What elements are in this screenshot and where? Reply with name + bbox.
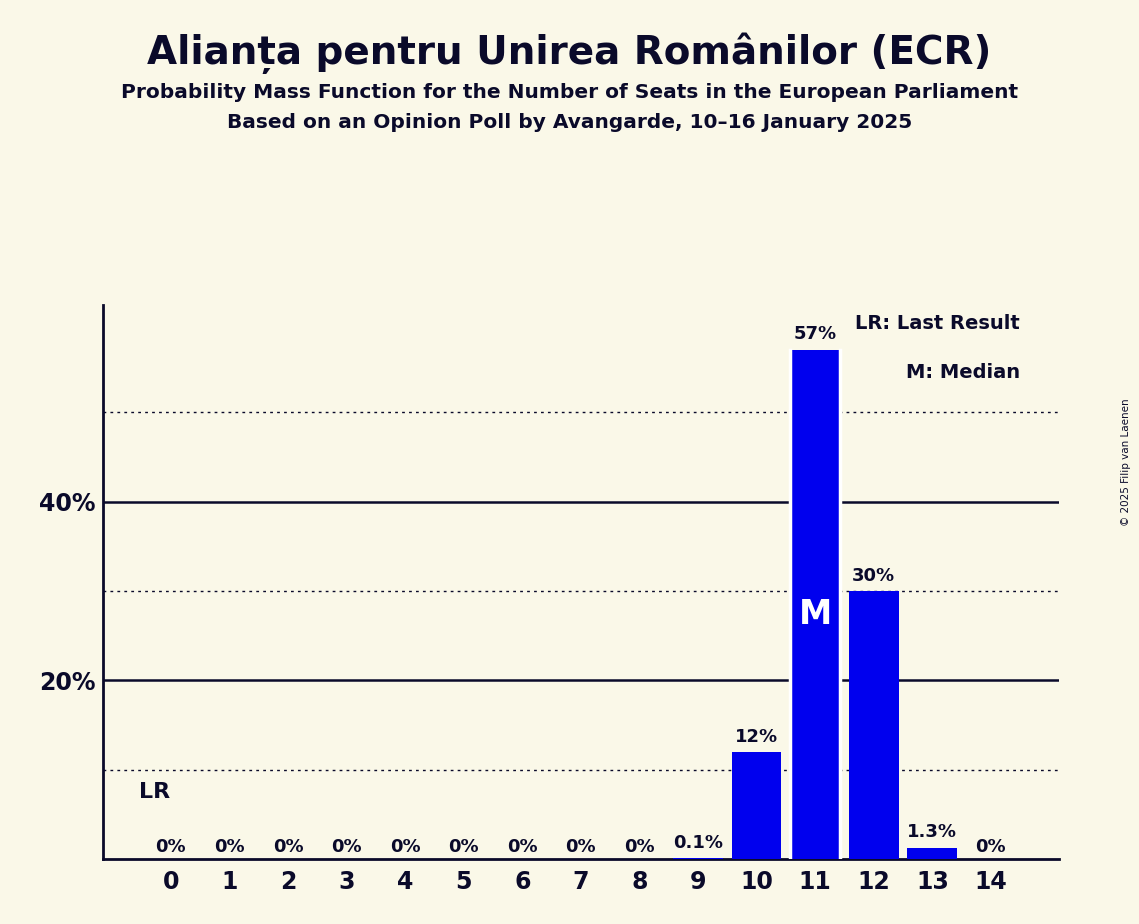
- Bar: [731, 752, 781, 859]
- Text: LR: LR: [139, 783, 170, 802]
- Text: 0%: 0%: [272, 838, 303, 856]
- Bar: [849, 591, 899, 859]
- Bar: [790, 349, 841, 859]
- Text: M: Median: M: Median: [906, 363, 1021, 382]
- Text: © 2025 Filip van Laenen: © 2025 Filip van Laenen: [1121, 398, 1131, 526]
- Text: 0%: 0%: [507, 838, 538, 856]
- Text: 0%: 0%: [566, 838, 596, 856]
- Text: Based on an Opinion Poll by Avangarde, 10–16 January 2025: Based on an Opinion Poll by Avangarde, 1…: [227, 113, 912, 132]
- Text: LR: Last Result: LR: Last Result: [855, 314, 1021, 333]
- Text: 12%: 12%: [735, 728, 778, 746]
- Text: 0%: 0%: [624, 838, 655, 856]
- Text: 0%: 0%: [214, 838, 245, 856]
- Bar: [908, 847, 957, 859]
- Text: M: M: [798, 598, 831, 631]
- Text: 0.1%: 0.1%: [673, 834, 723, 852]
- Text: 0%: 0%: [390, 838, 420, 856]
- Text: Probability Mass Function for the Number of Seats in the European Parliament: Probability Mass Function for the Number…: [121, 83, 1018, 103]
- Text: 0%: 0%: [331, 838, 362, 856]
- Text: 30%: 30%: [852, 566, 895, 585]
- Text: 0%: 0%: [156, 838, 186, 856]
- Text: 0%: 0%: [449, 838, 480, 856]
- Text: 1.3%: 1.3%: [908, 823, 957, 842]
- Text: Alianța pentru Unirea Românilor (ECR): Alianța pentru Unirea Românilor (ECR): [147, 32, 992, 74]
- Text: 57%: 57%: [794, 325, 837, 344]
- Text: 0%: 0%: [976, 838, 1006, 856]
